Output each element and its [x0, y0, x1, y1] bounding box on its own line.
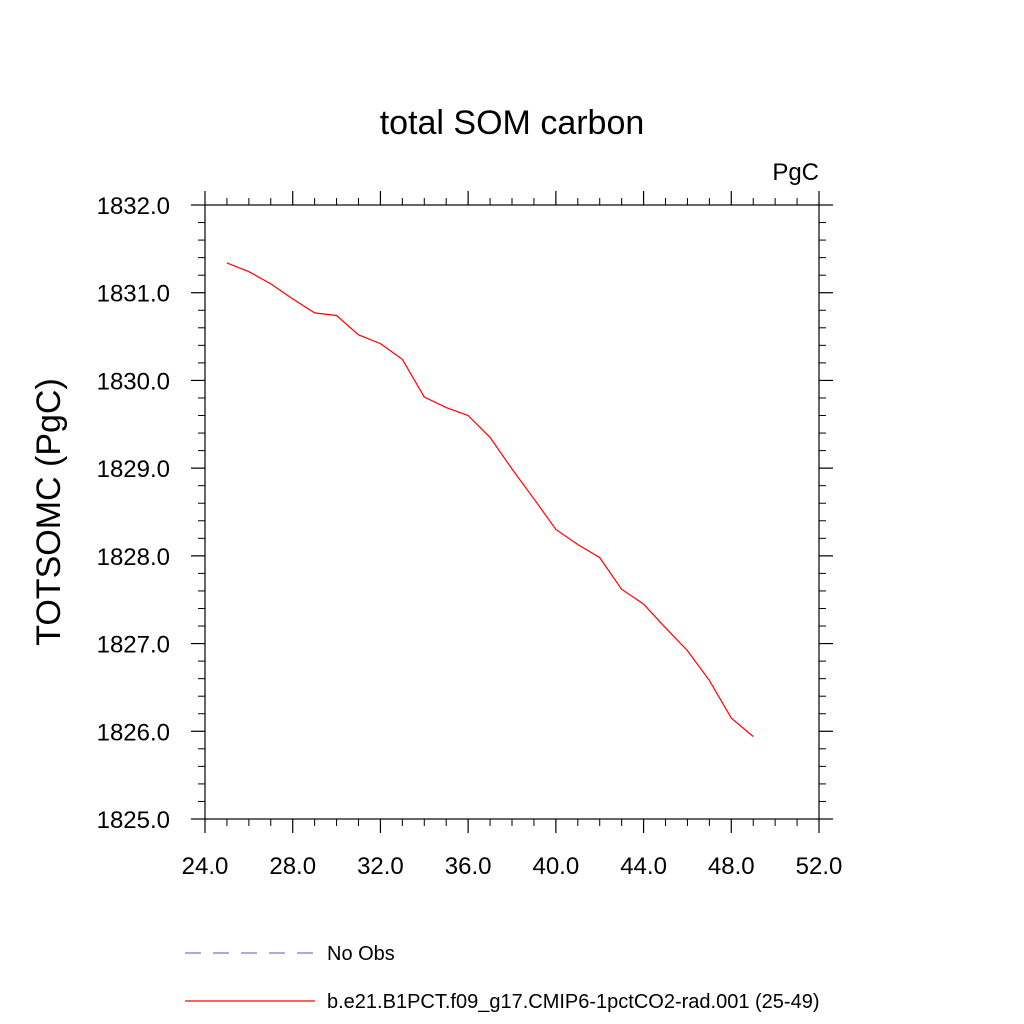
chart-title: total SOM carbon: [380, 104, 645, 142]
y-tick-label: 1829.0: [97, 456, 170, 483]
x-tick-label: 28.0: [269, 853, 316, 880]
tick-labels: 24.0 28.0 32.0 36.0 40.0 44.0 48.0 52.0 1825.0 18…: [97, 193, 843, 880]
legend-label: No Obs: [327, 943, 395, 965]
y-tick-label: 1827.0: [97, 632, 170, 659]
x-tick-label: 36.0: [445, 853, 492, 880]
y-axis-label: TOTSOMC (PgC): [30, 378, 68, 646]
y-tick-label: 1831.0: [97, 281, 170, 308]
y-tick-label: 1826.0: [97, 719, 170, 746]
x-tick-label: 48.0: [708, 853, 755, 880]
series-layer: [226, 262, 754, 737]
y-tick-label: 1832.0: [97, 193, 170, 220]
series-line: [226, 262, 754, 737]
x-tick-label: 44.0: [620, 853, 667, 880]
legend: No Obs b.e21.B1PCT.f09_g17.CMIP6-1pctCO2-…: [185, 943, 820, 1013]
x-tick-label: 32.0: [357, 853, 404, 880]
x-tick-label: 52.0: [796, 853, 843, 880]
x-tick-label: 24.0: [182, 853, 229, 880]
legend-label: b.e21.B1PCT.f09_g17.CMIP6-1pctCO2-rad.00…: [327, 991, 820, 1013]
y-tick-label: 1825.0: [97, 807, 170, 834]
x-tick-label: 40.0: [532, 853, 579, 880]
y-tick-label: 1830.0: [97, 368, 170, 395]
y-tick-label: 1828.0: [97, 544, 170, 571]
axis-ticks: [191, 191, 833, 833]
units-label: PgC: [772, 159, 819, 186]
plot-frame: [204, 204, 820, 820]
